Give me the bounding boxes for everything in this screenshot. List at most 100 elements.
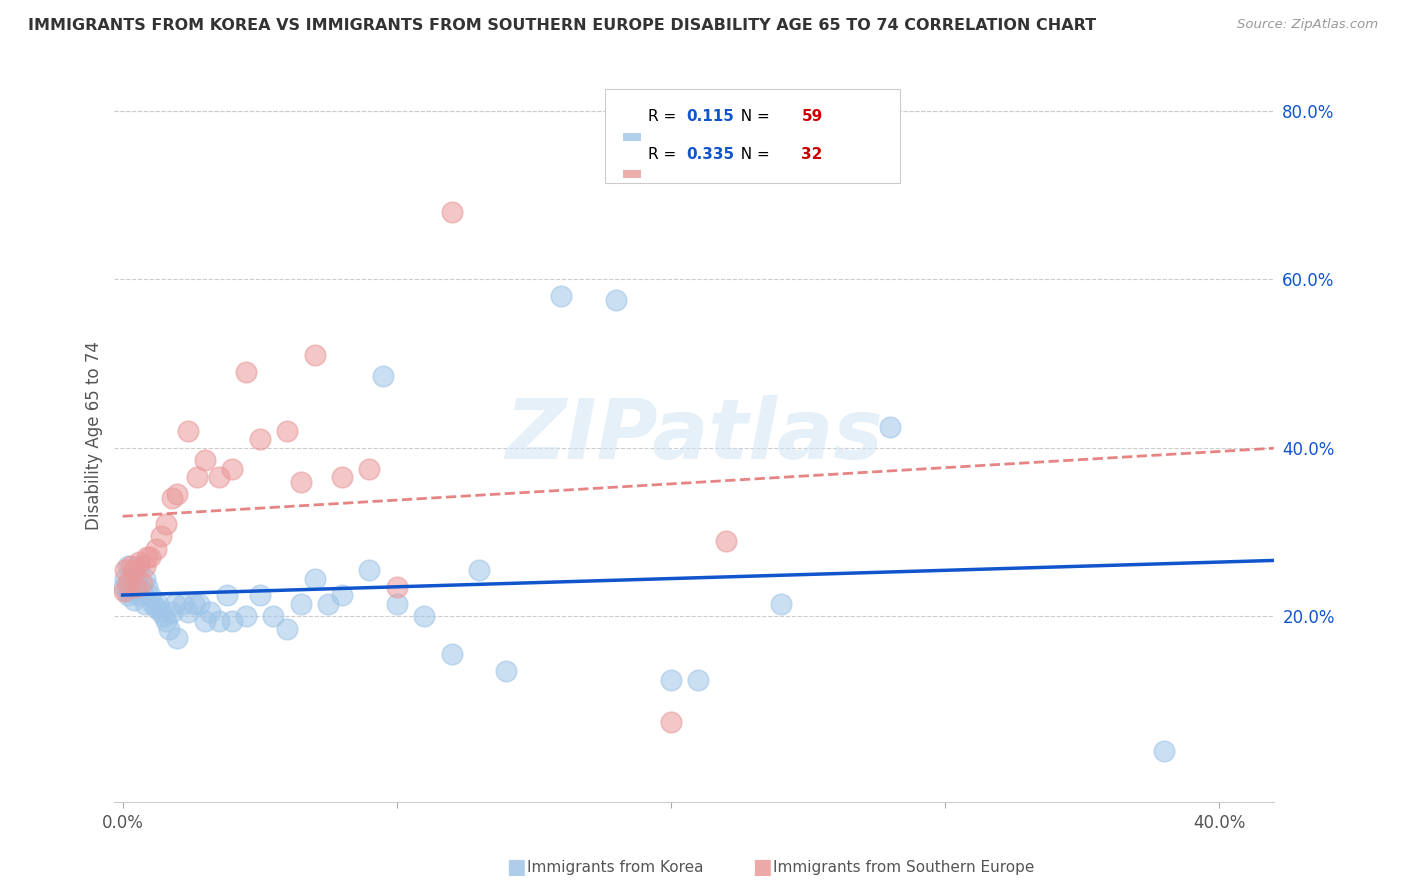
Point [215,588,238,602]
Point [249,588,271,602]
Text: R =: R = [648,147,682,161]
Point [188,597,211,611]
Point [235,609,257,624]
Text: 0.115: 0.115 [686,110,734,124]
Point [115,584,138,599]
Text: N =: N = [731,110,775,124]
Point [186,470,208,484]
Point [290,475,312,489]
Point [136,550,159,565]
Point [122,563,145,577]
Point [714,533,737,548]
Point [139,550,162,565]
Point [114,572,136,586]
Point [125,580,148,594]
Point [120,558,142,573]
Text: Immigrants from Korea: Immigrants from Korea [527,860,704,874]
Point [207,614,229,628]
Point [659,714,682,729]
Point [605,293,627,308]
Point [131,584,153,599]
Point [359,563,381,577]
Point [134,558,156,573]
Point [142,597,165,611]
Point [120,575,142,590]
Point [128,588,150,602]
Point [122,592,145,607]
Point [769,597,792,611]
Text: N =: N = [731,147,775,161]
Point [148,597,170,611]
Point [304,572,326,586]
Point [136,580,159,594]
Point [125,580,148,594]
Point [117,588,139,602]
Point [468,563,491,577]
Point [1153,744,1175,758]
Point [112,580,135,594]
Point [152,609,174,624]
Point [304,348,326,362]
Point [120,584,142,599]
Point [177,605,200,619]
Point [879,419,901,434]
Point [117,558,139,573]
Point [221,462,243,476]
Point [122,563,145,577]
Point [139,588,162,602]
Text: 32: 32 [801,147,823,161]
Text: R =: R = [648,110,682,124]
Point [163,597,186,611]
Text: ■: ■ [506,857,526,877]
Point [155,516,177,531]
Point [183,597,205,611]
Text: 0.335: 0.335 [686,147,734,161]
Point [440,648,463,662]
Point [688,673,710,687]
Text: IMMIGRANTS FROM KOREA VS IMMIGRANTS FROM SOUTHERN EUROPE DISABILITY AGE 65 TO 74: IMMIGRANTS FROM KOREA VS IMMIGRANTS FROM… [28,18,1097,33]
Point [145,601,167,615]
Point [177,424,200,438]
Point [160,605,183,619]
Point [194,614,217,628]
Text: Source: ZipAtlas.com: Source: ZipAtlas.com [1237,18,1378,31]
Point [125,572,148,586]
Text: Immigrants from Southern Europe: Immigrants from Southern Europe [773,860,1035,874]
Point [316,597,339,611]
Point [330,588,353,602]
Point [114,563,136,577]
Text: ZIPatlas: ZIPatlas [505,394,883,475]
Point [330,470,353,484]
Point [150,605,173,619]
Text: 59: 59 [801,110,823,124]
Point [134,572,156,586]
Point [128,555,150,569]
Point [413,609,436,624]
Point [221,614,243,628]
Point [166,487,188,501]
Point [550,289,572,303]
Point [145,541,167,556]
Y-axis label: Disability Age 65 to 74: Disability Age 65 to 74 [86,341,103,530]
Point [131,575,153,590]
Point [128,558,150,573]
Point [249,433,271,447]
Point [262,609,284,624]
Point [112,584,135,599]
Point [276,424,298,438]
Point [200,605,222,619]
Point [495,665,517,679]
Point [166,631,188,645]
Point [659,673,682,687]
Point [194,453,217,467]
Point [359,462,381,476]
Point [157,622,180,636]
Point [172,597,194,611]
Point [440,204,463,219]
Point [134,597,156,611]
Point [160,491,183,506]
Point [385,580,408,594]
Point [155,614,177,628]
Point [150,529,173,543]
Point [385,597,408,611]
